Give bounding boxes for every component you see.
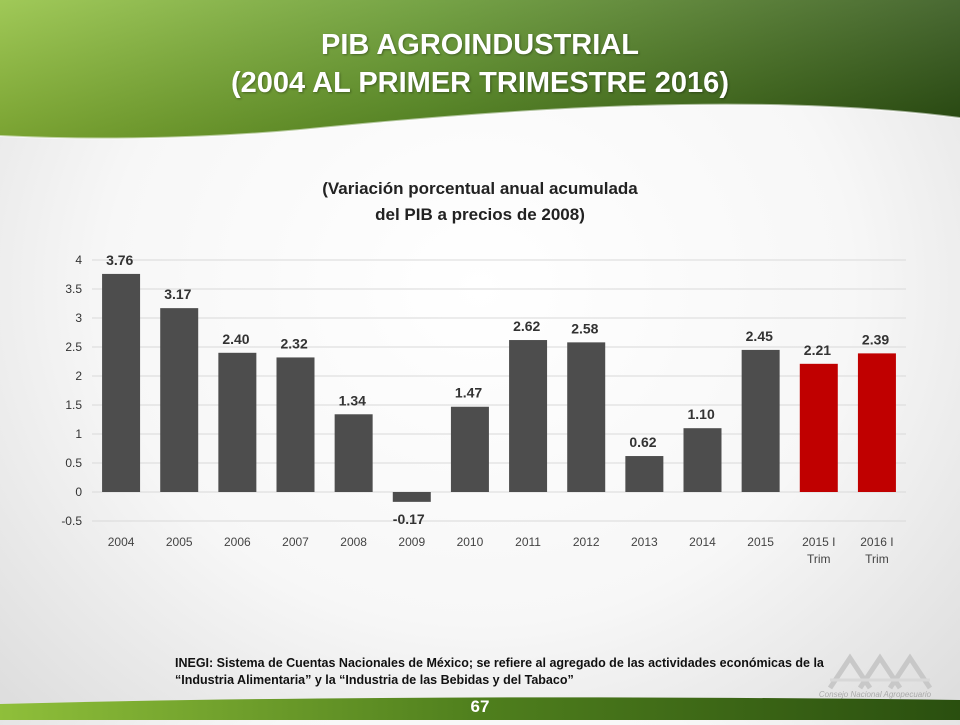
data-label: 2.21 [804, 342, 831, 358]
source-line-1: INEGI: Sistema de Cuentas Nacionales de … [175, 656, 824, 670]
x-tick-label: 2005 [166, 535, 193, 549]
y-tick-label: -0.5 [61, 514, 82, 528]
page-title: PIB AGROINDUSTRIAL (2004 AL PRIMER TRIME… [0, 26, 960, 102]
title-line-2: (2004 AL PRIMER TRIMESTRE 2016) [231, 67, 729, 99]
subtitle-line-1: (Variación porcentual anual acumulada [322, 179, 638, 198]
data-label: 2.45 [746, 328, 773, 344]
x-tick-label: 2015 I [802, 535, 835, 549]
x-tick-label: 2016 I [860, 535, 893, 549]
data-label: 1.47 [455, 385, 482, 401]
source-note: INEGI: Sistema de Cuentas Nacionales de … [175, 655, 905, 689]
bar [450, 406, 489, 492]
data-label: 2.39 [862, 331, 889, 347]
x-tick-label: 2010 [457, 535, 484, 549]
y-tick-label: 1.5 [65, 398, 82, 412]
logo-caption: Consejo Nacional Agropecuario [818, 690, 932, 699]
data-label: 2.62 [513, 318, 540, 334]
y-tick-label: 4 [75, 253, 82, 267]
bar [160, 308, 199, 492]
subtitle-line-2: del PIB a precios de 2008) [375, 205, 585, 224]
x-tick-label: 2015 [747, 535, 774, 549]
bar [276, 357, 315, 492]
bar [625, 456, 664, 492]
y-tick-label: 1 [75, 427, 82, 441]
x-tick-label: 2006 [224, 535, 251, 549]
x-tick-label: Trim [865, 552, 889, 566]
bar [334, 414, 373, 492]
data-label: -0.17 [393, 511, 425, 527]
bar [857, 353, 896, 492]
x-tick-label: 2009 [398, 535, 425, 549]
data-label: 2.40 [222, 331, 249, 347]
bar [799, 363, 838, 492]
x-tick-label: 2008 [340, 535, 367, 549]
title-line-1: PIB AGROINDUSTRIAL [321, 29, 639, 61]
chart-subtitle: (Variación porcentual anual acumulada de… [250, 176, 710, 228]
footer-band [0, 694, 960, 720]
x-tick-label: 2012 [573, 535, 600, 549]
data-label: 2.32 [281, 335, 308, 351]
y-tick-label: 0 [75, 485, 82, 499]
y-tick-label: 0.5 [65, 456, 82, 470]
x-tick-label: 2013 [631, 535, 658, 549]
data-label: 1.10 [688, 406, 715, 422]
x-tick-label: 2004 [108, 535, 135, 549]
header-banner [0, 0, 960, 150]
data-label: 0.62 [629, 434, 656, 450]
x-tick-label: 2007 [282, 535, 309, 549]
y-tick-label: 2 [75, 369, 82, 383]
y-tick-label: 3 [75, 311, 82, 325]
bar [102, 273, 141, 492]
bar [683, 428, 722, 492]
x-tick-label: 2011 [515, 535, 541, 549]
y-tick-label: 3.5 [65, 282, 82, 296]
page-number: 67 [470, 697, 490, 716]
logo-icon [790, 650, 950, 700]
x-tick-label: 2014 [689, 535, 716, 549]
footer-shape [0, 697, 960, 720]
banner-shape [0, 0, 960, 140]
data-label: 3.17 [164, 286, 191, 302]
data-label: 3.76 [106, 252, 133, 268]
bar [509, 340, 548, 492]
bar [218, 352, 257, 492]
y-tick-label: 2.5 [65, 340, 82, 354]
data-label: 1.34 [339, 392, 366, 408]
source-line-2: “Industria Alimentaria” y la “Industria … [175, 673, 574, 687]
bar [392, 492, 431, 502]
bar [741, 349, 780, 492]
data-label: 2.58 [571, 320, 598, 336]
x-tick-label: Trim [807, 552, 831, 566]
bar [567, 342, 606, 492]
